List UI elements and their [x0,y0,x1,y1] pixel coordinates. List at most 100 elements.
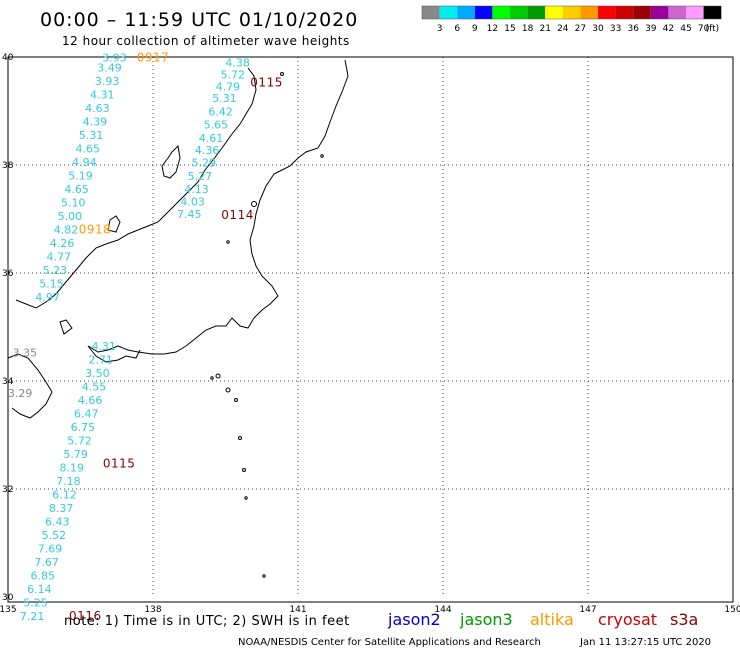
credit-line: NOAA/NESDIS Center for Satellite Applica… [238,637,541,648]
track-s3a: 0116 [69,609,101,623]
sea-island-4 [320,154,324,158]
scale-swatch [422,6,440,19]
axis-tick-labels: 40 38 36 34 32 30 135 138 141 144 147 150 [0,53,740,615]
wave-height-label: 3.29 [8,387,33,400]
wave-height-label: 6.12 [52,489,77,502]
pass-time-label: 0115 [103,456,136,470]
sado-island [107,215,121,233]
izu-island-5 [242,468,246,472]
lon-tick-label: 144 [434,605,451,615]
wave-height-label: 5.27 [188,170,213,183]
izu-island-2 [225,387,231,393]
scale-value: 70 [698,24,710,34]
wave-height-label: 3.50 [85,367,110,380]
sea-island-3 [251,201,257,207]
izu-island-4 [238,436,242,440]
pass-time-label: 0115 [250,76,283,90]
wave-height-label: 4.66 [78,394,103,407]
lat-tick-label: 36 [2,269,14,279]
track-gray: 3.35 3.29 [8,347,37,401]
wave-height-label: 5.79 [63,448,88,461]
scale-value: 30 [592,24,604,34]
wave-height-label: 4.82 [54,224,79,237]
scale-swatch [598,6,616,19]
wave-height-label: 6.75 [71,421,96,434]
wave-height-label: 5.72 [67,435,92,448]
wave-height-label: 4.38 [225,57,250,70]
wave-height-label: 4.03 [180,196,205,209]
kii-peninsula [87,345,141,363]
wave-height-label: 4.31 [91,340,116,353]
legend-jason2: jason2 [387,610,441,629]
wave-height-label: 4.77 [47,251,72,264]
wave-height-label: 2.71 [89,354,114,367]
sea-island-2 [226,240,230,244]
wave-height-label: 4.79 [216,80,241,93]
wave-height-label: 4.55 [82,381,107,394]
scale-swatch [457,6,475,19]
wave-height-label: 6.43 [45,516,70,529]
legend-s3a: s3a [670,610,698,629]
footnote: note: 1) Time is in UTC; 2) SWH is in fe… [64,614,350,629]
wave-height-label: 5.25 [23,597,48,610]
wave-height-label: 4.13 [184,183,209,196]
color-scale: 3 6 9 12 15 18 21 24 27 30 33 36 39 42 45 70(ft) [421,5,722,34]
wave-height-label: 3.49 [97,62,122,75]
awaji-island [59,319,73,335]
wave-height-label: 7.67 [34,556,59,569]
wave-height-label: 7.69 [38,543,63,556]
wave-height-label: 8.19 [60,462,85,475]
pass-time-label: 0114 [221,208,254,222]
scale-swatch [562,6,581,19]
wave-height-label: 6.14 [27,583,52,596]
scale-value: 21 [539,24,550,34]
wave-height-label: 4.26 [50,237,75,250]
wave-height-label: 4.63 [85,102,110,115]
wave-height-label: 7.45 [177,208,202,221]
scale-swatch [492,6,510,19]
scale-swatch [510,6,528,19]
noto-peninsula [161,144,181,179]
wave-height-label: 4.39 [83,116,108,129]
lat-tick-label: 34 [2,377,14,387]
scale-swatch [615,6,634,19]
wave-height-label: 7.18 [56,475,81,488]
scale-value: 33 [610,24,621,34]
lat-tick-label: 30 [2,593,14,603]
wave-height-label: 6.42 [208,105,233,118]
legend-altika: altika [530,610,574,629]
wave-height-label: 5.31 [212,92,237,105]
wave-height-label: 5.15 [39,278,64,291]
scale-swatch [633,6,651,19]
wave-height-label: 6.47 [74,408,99,421]
scale-value: 42 [663,24,674,34]
wave-height-label: 5.10 [61,197,86,210]
wave-height-label: 5.52 [42,529,67,542]
scale-border [421,5,722,20]
lat-tick-label: 32 [2,485,13,495]
east-coast [87,59,349,355]
scale-swatch [545,6,563,19]
sea-island-1 [280,72,284,76]
pass-time-label: 0917 [137,50,170,64]
satellite-legend: jason2 jason3 altika cryosat s3a [387,610,698,629]
generation-timestamp: Jan 11 13:27:15 UTC 2020 [579,637,711,648]
wave-height-label: 6.85 [31,570,56,583]
scale-value: 27 [575,24,586,34]
track-s3a: 4.312.713.504.554.666.476.755.725.798.19… [20,340,136,623]
track-s3a: 0114 [221,208,254,222]
scale-value: 45 [680,24,691,34]
scale-swatch [439,6,458,19]
wave-height-label: 4.97 [35,291,60,304]
wave-height-label: 3.93 [95,75,120,88]
scale-swatch [668,6,686,19]
scale-swatch [580,6,598,19]
lat-lon-grid [8,57,733,597]
scale-value: 24 [557,24,569,34]
lat-tick-label: 38 [2,161,14,171]
altimeter-tracks: 3.933.493.934.314.634.395.314.654.945.19… [8,50,283,623]
lon-tick-label: 135 [0,605,17,615]
izu-island-7 [262,574,266,578]
lat-tick-label: 40 [2,53,14,63]
